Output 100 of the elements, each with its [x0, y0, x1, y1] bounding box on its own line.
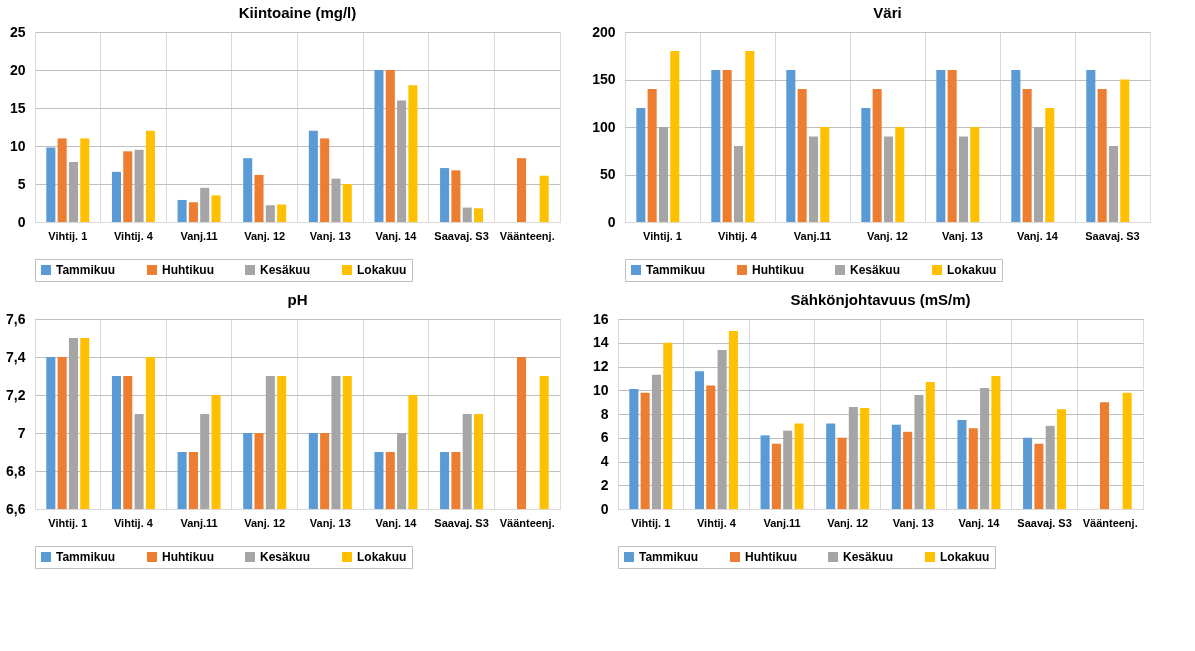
bar	[374, 70, 384, 222]
bar	[1120, 79, 1130, 222]
bar	[991, 376, 1001, 509]
bar	[145, 130, 155, 222]
legend-label: Lokakuu	[940, 550, 990, 564]
bar	[1022, 89, 1032, 222]
y-tick-label: 2	[600, 476, 609, 493]
y-tick-label: 25	[9, 23, 26, 40]
bar	[636, 108, 646, 222]
bar	[848, 406, 858, 509]
x-tick-label: Väänteenj.	[499, 229, 555, 242]
bar	[670, 51, 680, 222]
x-tick-label: Vihtij. 4	[718, 229, 758, 242]
bar	[474, 208, 484, 222]
bar	[1097, 89, 1107, 222]
bar	[1045, 108, 1055, 222]
y-tick-label: 0	[17, 213, 26, 230]
bar	[861, 108, 871, 222]
x-tick-label: Vanj.11	[793, 229, 832, 242]
bar	[640, 392, 650, 509]
bar	[331, 178, 341, 222]
bar	[903, 431, 913, 509]
bar	[462, 207, 472, 222]
y-tick-label: 7,6	[6, 310, 26, 327]
x-tick-label: Saavaj. S3	[1085, 229, 1140, 242]
bar	[1122, 392, 1132, 509]
bar	[745, 51, 755, 222]
chart-title: Väri	[873, 4, 902, 21]
x-tick-label: Väänteenj.	[1082, 516, 1138, 529]
bar	[397, 100, 407, 222]
bar	[980, 387, 990, 509]
bar	[947, 70, 957, 222]
legend-label: Kesäkuu	[843, 550, 894, 564]
chart-title: pH	[287, 291, 308, 308]
bar	[957, 419, 967, 509]
bar	[786, 70, 796, 222]
legend-label: Huhtikuu	[162, 263, 214, 277]
legend-label: Tammikuu	[56, 550, 116, 564]
bar	[733, 146, 743, 222]
bar	[651, 374, 661, 509]
x-tick-label: Vihtij. 4	[113, 229, 154, 242]
bar	[820, 127, 830, 222]
bar	[1086, 70, 1096, 222]
bar	[320, 138, 330, 222]
bar	[1100, 402, 1110, 509]
bar	[265, 205, 275, 222]
bar	[706, 385, 716, 509]
bar	[694, 371, 704, 509]
legend-label: Lokakuu	[947, 263, 997, 277]
x-tick-label: Vihtij. 1	[631, 516, 671, 529]
bar	[243, 158, 253, 222]
bar	[277, 204, 287, 222]
bar	[68, 161, 78, 222]
y-tick-label: 5	[17, 175, 26, 192]
bar	[837, 437, 847, 509]
bar	[970, 127, 980, 222]
bar	[1033, 127, 1043, 222]
bar	[1011, 70, 1021, 222]
bar	[771, 443, 781, 509]
bar	[883, 136, 893, 222]
legend-label: Kesäkuu	[850, 263, 901, 277]
bar	[1034, 443, 1044, 509]
chart-title: Kiintoaine (mg/l)	[238, 4, 357, 21]
y-tick-label: 4	[600, 453, 609, 469]
y-tick-label: 0	[607, 213, 616, 230]
bar	[254, 174, 264, 222]
x-tick-label: Vanj. 13	[309, 516, 351, 529]
bar	[46, 147, 56, 222]
y-tick-label: 6,8	[6, 462, 26, 479]
bar	[177, 199, 187, 222]
x-tick-label: Saavaj. S3	[434, 516, 489, 529]
x-tick-label: Vanj. 12	[827, 516, 869, 529]
bar	[647, 89, 657, 222]
y-tick-label: 6	[600, 429, 609, 446]
bar	[722, 70, 732, 222]
bar	[760, 435, 770, 509]
legend-label: Huhtikuu	[745, 550, 797, 564]
legend-label: Lokakuu	[357, 550, 407, 564]
x-tick-label: Vanj.11	[763, 516, 801, 529]
bar	[211, 195, 221, 222]
bar	[936, 70, 946, 222]
bar	[539, 175, 549, 222]
x-tick-label: Vanj. 14	[375, 229, 418, 242]
bar	[783, 430, 793, 509]
bar	[440, 168, 450, 222]
bar	[123, 151, 133, 222]
legend-label: Kesäkuu	[260, 550, 311, 564]
bar	[711, 70, 721, 222]
bar	[1108, 146, 1118, 222]
x-tick-label: Vanj. 12	[244, 229, 286, 242]
bar	[80, 138, 90, 222]
bar	[1057, 409, 1067, 509]
x-tick-label: Vanj. 13	[309, 229, 351, 242]
bar	[200, 187, 210, 222]
x-tick-label: Vanj. 12	[867, 229, 908, 242]
y-tick-label: 7	[17, 424, 26, 441]
x-tick-label: Saavaj. S3	[434, 229, 489, 242]
x-tick-label: Vanj. 12	[244, 516, 286, 529]
y-tick-label: 7,2	[6, 386, 26, 403]
bar	[794, 423, 804, 509]
